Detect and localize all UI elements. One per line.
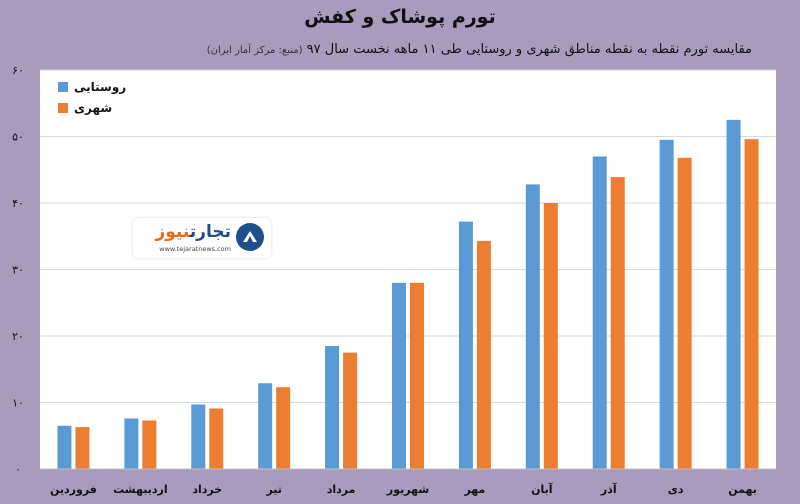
- chart-subtitle: مقایسه تورم نقطه به نقطه مناطق شهری و رو…: [52, 42, 752, 57]
- bar-rural: [726, 119, 741, 469]
- bar-rural: [592, 156, 607, 469]
- bar-rural: [392, 282, 406, 469]
- logo-mark-icon: [236, 223, 264, 251]
- legend-label-rural: روستایی: [74, 80, 127, 94]
- bar-rural: [191, 404, 206, 469]
- y-tick-label: ۰: [15, 463, 21, 476]
- y-tick-label: ۳۰: [12, 264, 24, 277]
- y-axis-ticks: ۰ ۱۰ ۲۰ ۳۰ ۴۰ ۵۰ ۶۰: [12, 64, 24, 476]
- legend: روستایی شهری: [58, 80, 126, 122]
- x-tick-label: آبان: [531, 482, 553, 496]
- legend-item-urban: شهری: [58, 101, 126, 115]
- x-axis-ticks: بهمن دی آذر آبان مهر شهریور مرداد تیر خرداد اردیب…: [40, 468, 776, 496]
- bar-urban: [276, 387, 291, 469]
- x-tick-label: بهمن: [728, 483, 757, 496]
- y-tick-label: ۶۰: [12, 64, 24, 77]
- bars: [57, 119, 759, 469]
- x-tick-label: دی: [668, 483, 684, 496]
- x-tick-label: آذر: [600, 482, 617, 496]
- bar-urban: [543, 203, 558, 469]
- bar-urban: [677, 157, 692, 469]
- bar-rural: [659, 139, 674, 469]
- logo-url: www.tejaratnews.com: [159, 245, 231, 253]
- x-tick-label: خرداد: [192, 483, 222, 496]
- chart-title: تورم پوشاک و کفش: [304, 6, 496, 28]
- x-tick-label: مهر: [463, 483, 485, 496]
- logo-word-1: تجارت: [189, 222, 231, 242]
- legend-label-urban: شهری: [74, 101, 113, 115]
- x-tick-label: اردیبهشت: [113, 483, 167, 496]
- bar-rural: [57, 425, 72, 469]
- x-tick-label: فروردین: [50, 483, 97, 496]
- legend-swatch-urban: [58, 103, 68, 113]
- y-tick-label: ۴۰: [12, 197, 24, 210]
- logo-word-2: نیوز: [155, 222, 190, 242]
- bar-urban: [610, 177, 625, 469]
- bar-urban: [75, 427, 90, 469]
- bar-urban: [343, 352, 358, 469]
- x-tick-label: مرداد: [327, 483, 356, 496]
- bar-urban: [744, 139, 759, 469]
- y-tick-label: ۲۰: [12, 330, 24, 343]
- bar-urban: [476, 240, 491, 469]
- watermark-logo: تجارتنیوز www.tejaratnews.com: [133, 218, 271, 258]
- y-tick-label: ۵۰: [12, 131, 24, 144]
- bar-urban: [142, 420, 157, 469]
- bar-rural: [525, 184, 540, 469]
- bar-rural: [124, 418, 139, 469]
- source-note: (منبع: مرکز آمار ایران): [206, 45, 303, 56]
- bar-rural: [458, 221, 473, 469]
- logo-wordmark: تجارتنیوز: [155, 222, 231, 242]
- bar-urban: [410, 282, 424, 469]
- bar-urban: [209, 408, 224, 469]
- legend-item-rural: روستایی: [58, 80, 126, 94]
- legend-swatch-rural: [58, 82, 68, 92]
- x-tick-label: شهریور: [386, 483, 429, 496]
- bar-rural: [325, 345, 340, 469]
- bar-rural: [258, 383, 273, 469]
- subtitle-text: مقایسه تورم نقطه به نقطه مناطق شهری و رو…: [306, 42, 752, 57]
- x-tick-label: تیر: [265, 483, 281, 496]
- y-tick-label: ۱۰: [12, 397, 24, 410]
